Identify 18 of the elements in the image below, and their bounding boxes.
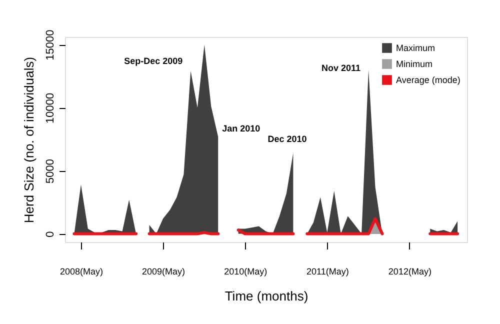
y-tick-label: 10000	[44, 92, 56, 124]
x-tick-label: 2008(May)	[60, 266, 103, 276]
legend-label: Average (mode)	[396, 75, 460, 85]
x-tick-label: 2012(May)	[388, 266, 432, 276]
x-tick-label: 2011(May)	[306, 266, 349, 276]
annotation: Dec 2010	[268, 134, 307, 144]
legend-label: Maximum	[396, 43, 436, 53]
x-tick-label: 2009(May)	[142, 266, 186, 276]
annotation: Sep-Dec 2009	[124, 56, 183, 66]
y-tick-label: 15000	[44, 30, 56, 60]
x-axis-title: Time (months)	[224, 288, 308, 304]
y-tick-label: 5000	[44, 158, 56, 184]
x-tick-label: 2010(May)	[224, 266, 268, 276]
legend-label: Minimum	[396, 59, 433, 69]
annotation: Nov 2011	[321, 62, 361, 73]
annotation: Jan 2010	[222, 124, 260, 134]
y-tick-label: 0	[44, 231, 56, 238]
y-axis-title: Herd Size (no. of individuals)	[22, 56, 36, 224]
